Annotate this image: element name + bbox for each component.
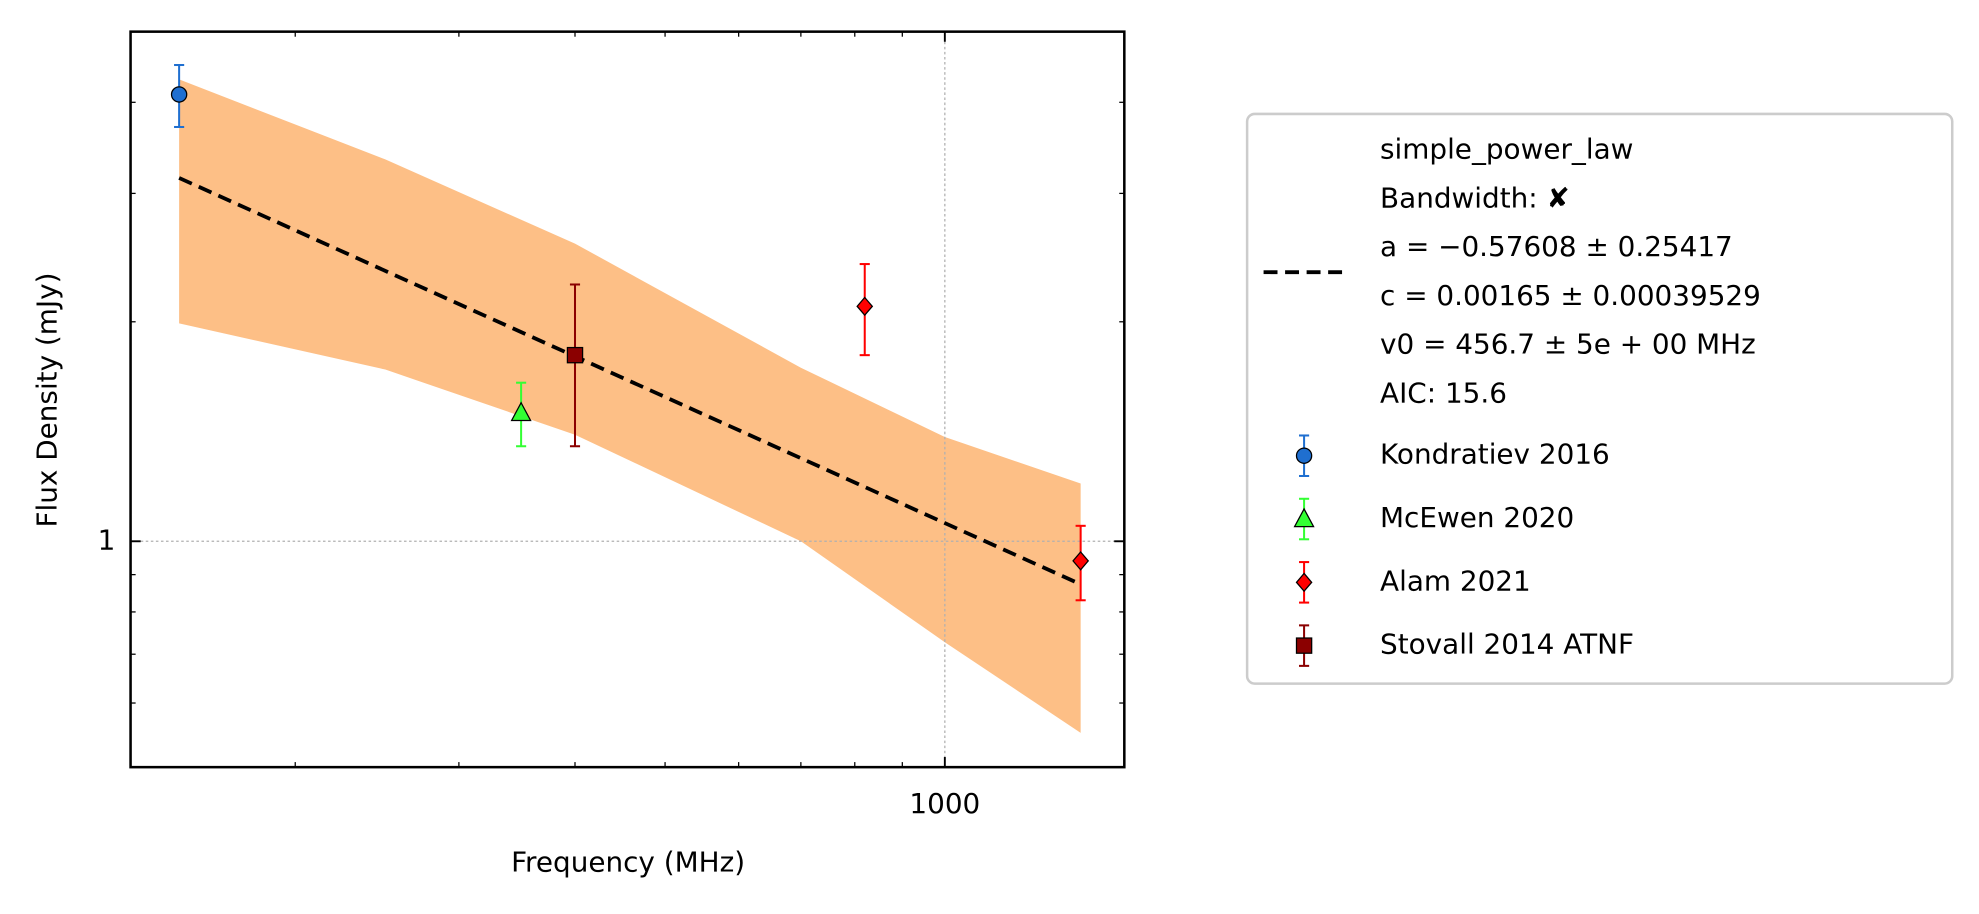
legend-label: a = −0.57608 ± 0.25417 <box>1380 230 1733 263</box>
x-tick-label: 1000 <box>909 787 980 820</box>
marker <box>170 86 188 103</box>
y-axis-label: Flux Density (mJy) <box>30 273 63 528</box>
legend-marker <box>1293 507 1315 528</box>
legend-label: Stovall 2014 ATNF <box>1380 628 1634 661</box>
marker <box>856 296 874 317</box>
legend-box <box>1245 112 1954 685</box>
legend-label: c = 0.00165 ± 0.00039529 <box>1380 279 1761 312</box>
legend-label: McEwen 2020 <box>1380 501 1574 534</box>
legend-label: AIC: 15.6 <box>1380 376 1507 409</box>
fit-line <box>178 176 1082 587</box>
legend-marker <box>1295 637 1313 654</box>
marker <box>1072 551 1090 571</box>
legend-label: simple_power_law <box>1380 133 1633 166</box>
legend-label: Kondratiev 2016 <box>1380 438 1610 471</box>
plot-frame <box>129 30 1126 769</box>
confidence-band <box>179 79 1081 733</box>
x-axis-label: Frequency (MHz) <box>511 845 745 878</box>
legend-label: v0 = 456.7 ± 5e + 00 MHz <box>1380 328 1756 361</box>
marker <box>510 401 532 422</box>
legend-marker <box>1295 572 1313 593</box>
legend-marker <box>1295 447 1313 464</box>
marker <box>566 346 584 364</box>
y-tick-label: 1 <box>98 523 116 556</box>
legend-label: Alam 2021 <box>1380 564 1531 597</box>
legend-label: Bandwidth: ✘ <box>1380 181 1570 214</box>
